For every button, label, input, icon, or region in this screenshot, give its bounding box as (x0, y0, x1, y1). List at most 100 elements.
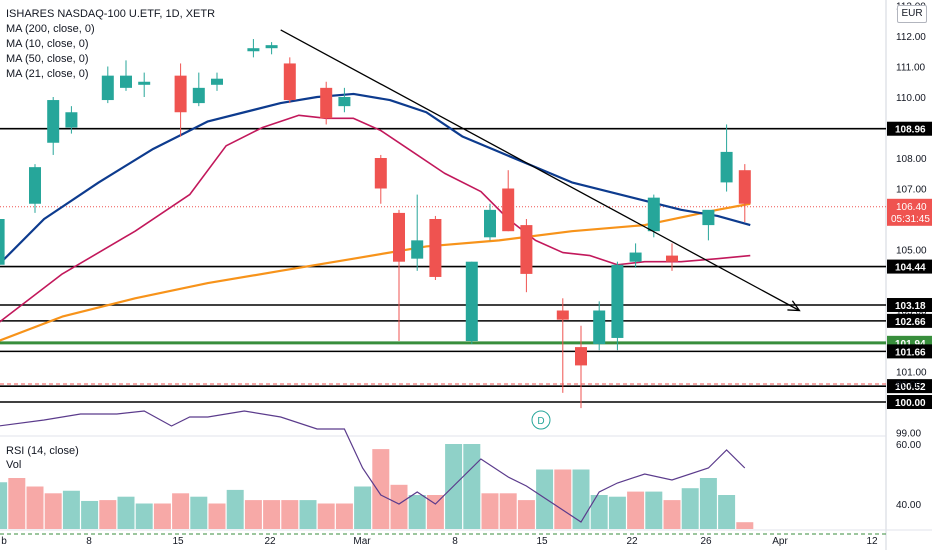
indicator-ma-200[interactable]: MA (200, close, 0) (6, 23, 95, 35)
volume-bar (62, 490, 80, 529)
time-tick-label: 15 (536, 536, 548, 547)
price-tick-label: 110.00 (896, 93, 926, 104)
volume-bar (335, 503, 353, 529)
price-axis[interactable]: 113.00112.00111.00110.00109.00108.00107.… (887, 2, 932, 512)
volume-bar (408, 495, 426, 529)
time-tick-label: 26 (700, 536, 712, 547)
ma-red-line (0, 114, 751, 323)
level-badge (887, 298, 932, 313)
volume-bar (699, 478, 717, 529)
level-label: 103.18 (895, 301, 926, 312)
rsi-title[interactable]: RSI (14, close) (6, 445, 79, 457)
volume-bar (117, 496, 135, 529)
candle-body (666, 255, 678, 262)
horizontal-levels[interactable] (0, 127, 886, 403)
time-axis[interactable]: b 8 15 22 Mar 8 15 22 26 Apr 12 (1, 536, 878, 547)
level-label: 108.96 (895, 125, 926, 136)
rsi-panel (0, 383, 886, 535)
level-badge (887, 379, 932, 394)
volume-bar (572, 469, 590, 529)
time-tick-label: 12 (866, 536, 878, 547)
candle-body (65, 112, 78, 128)
volume-bar (8, 478, 26, 529)
candle-body (611, 264, 624, 338)
volume-bar (354, 486, 372, 529)
volume-bar (718, 495, 736, 529)
rsi-tick-label: 80.00 (896, 380, 921, 391)
candle-body (484, 209, 496, 238)
time-tick-label: 15 (172, 536, 184, 547)
candle-body (593, 310, 606, 345)
candle-body (465, 261, 478, 341)
candle-body (192, 87, 205, 104)
currency-button[interactable]: EUR (897, 5, 927, 23)
indicator-ma-21[interactable]: MA (21, close, 0) (6, 68, 89, 80)
volume-bar (81, 500, 99, 529)
indicator-ma-50[interactable]: MA (50, close, 0) (6, 53, 89, 65)
volume-bar (463, 444, 481, 529)
candle-body (174, 75, 187, 113)
volume-bar (299, 500, 317, 529)
trendline[interactable] (280, 29, 800, 312)
trendline-arrow[interactable] (280, 29, 801, 312)
volume-bar (499, 493, 517, 529)
candle-body (520, 225, 533, 274)
candle-body (29, 167, 41, 204)
dividend-marker[interactable]: D (531, 410, 551, 430)
level-label: 100.52 (895, 382, 926, 393)
time-tick-label: 22 (626, 536, 638, 547)
last-price-badge (887, 198, 932, 226)
time-tick-label: 8 (86, 536, 92, 547)
time-tick-label: 22 (264, 536, 276, 547)
volume-bar (263, 500, 281, 529)
level-label: 101.66 (895, 347, 926, 358)
volume-bar (426, 495, 444, 529)
indicator-ma-10[interactable]: MA (10, close, 0) (6, 38, 89, 50)
countdown-label: 05:31:45 (891, 214, 930, 225)
volume-bar (99, 500, 117, 529)
level-badge (887, 121, 932, 136)
volume-bar (390, 484, 408, 529)
volume-bar (681, 488, 699, 529)
dividend-marker-circle[interactable] (531, 410, 551, 430)
candle-body (320, 87, 333, 119)
rsi-legend: RSI (14, close) Vol (6, 444, 79, 472)
chart-legend: ISHARES NASDAQ-100 U.ETF, 1D, XETR MA (2… (6, 7, 215, 82)
level-label: 100.00 (895, 398, 926, 409)
price-tick-label: 105.00 (896, 246, 927, 257)
rsi-tick-label: 60.00 (896, 440, 921, 451)
volume-title[interactable]: Vol (6, 459, 22, 471)
ma-navy-line (0, 92, 751, 265)
symbol-title[interactable]: ISHARES NASDAQ-100 U.ETF, 1D, XETR (6, 8, 216, 20)
volume-bar (736, 522, 754, 529)
candle-body (429, 219, 442, 277)
level-badge (887, 395, 932, 409)
volume-bar (135, 503, 153, 529)
last-price-label: 106.40 (896, 202, 927, 213)
candle-body (738, 170, 751, 204)
volume-bar (172, 493, 190, 529)
volume-bars (0, 444, 754, 529)
level-label: 101.94 (895, 339, 926, 350)
candle-body (338, 97, 351, 107)
candle-body (702, 209, 715, 226)
level-badge (887, 344, 932, 359)
candle-body (393, 212, 405, 262)
level-badge (887, 313, 932, 328)
candle-body (556, 310, 569, 320)
candle-body (411, 240, 424, 259)
volume-bar (0, 482, 8, 529)
price-tick-label: 112.00 (896, 32, 926, 43)
level-badge (887, 259, 932, 274)
price-tick-label: 107.00 (896, 185, 927, 196)
time-tick-label: b (1, 536, 7, 547)
price-tick-label: 108.00 (896, 154, 927, 165)
candle-body (502, 188, 515, 232)
volume-bar (44, 493, 62, 529)
volume-bar (645, 491, 663, 529)
volume-bar (536, 469, 554, 529)
volume-bar (226, 489, 244, 529)
